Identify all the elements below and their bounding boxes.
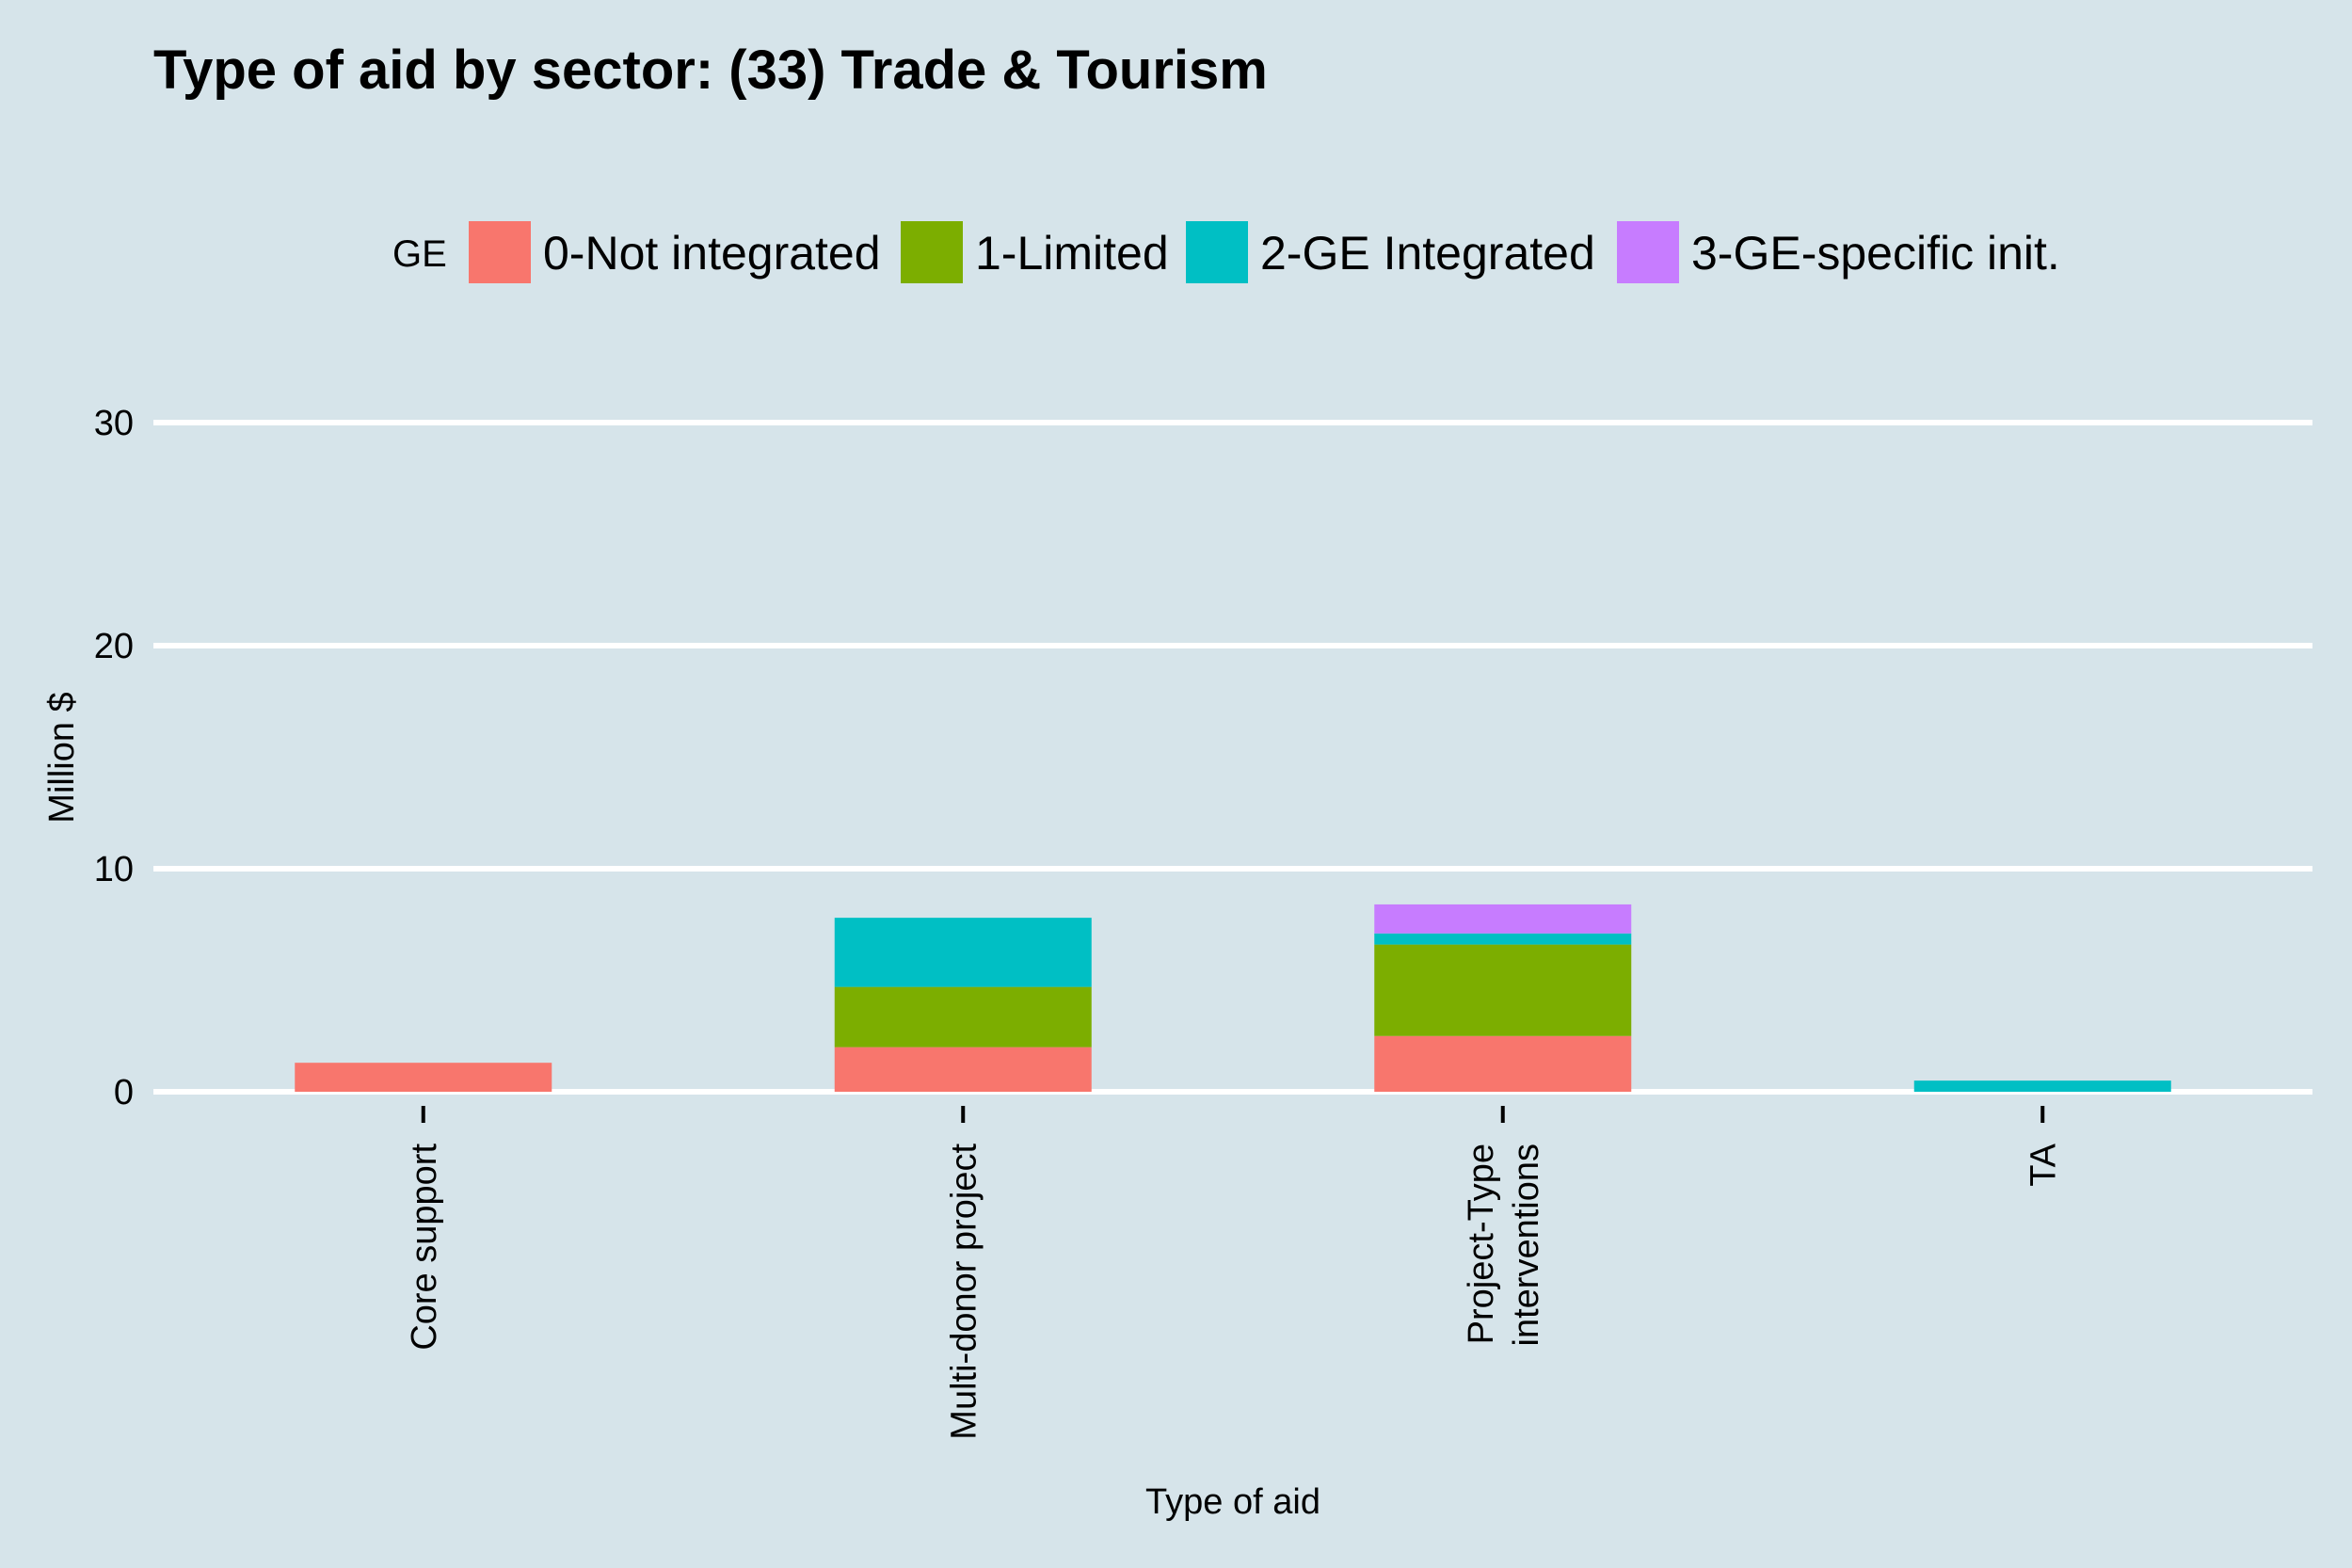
bar-segment xyxy=(1374,904,1632,934)
bar-segment xyxy=(834,986,1092,1048)
y-tick-label: 20 xyxy=(94,627,134,666)
x-tick-label: interventions xyxy=(1507,1144,1546,1346)
bars xyxy=(295,904,2171,1092)
chart-title: Type of aid by sector: (33) Trade & Tour… xyxy=(153,40,1268,101)
y-axis: 0 10 20 30 xyxy=(94,404,134,1112)
y-tick-label: 0 xyxy=(114,1073,134,1112)
y-axis-title: Million $ xyxy=(42,692,82,823)
legend-swatch xyxy=(1186,221,1248,283)
legend: GE 0-Not integrated 1-Limited 2-GE Integra… xyxy=(392,221,2060,283)
legend-swatch xyxy=(1617,221,1679,283)
bar-segment xyxy=(1913,1080,2171,1092)
bar-segment xyxy=(1374,933,1632,945)
bar-segment xyxy=(1374,944,1632,1036)
legend-swatch xyxy=(469,221,531,283)
legend-label: 0-Not integrated xyxy=(543,227,881,280)
y-tick-label: 30 xyxy=(94,404,134,443)
x-axis-title: Type of aid xyxy=(1145,1482,1320,1522)
legend-label: 3-GE-specific init. xyxy=(1691,227,2060,280)
legend-label: 1-Limited xyxy=(975,227,1169,280)
x-tick-label: Project-Type xyxy=(1462,1144,1501,1344)
bar-segment xyxy=(295,1063,552,1092)
x-tick-label: TA xyxy=(2024,1143,2063,1186)
bar-segment xyxy=(1374,1035,1632,1092)
x-tick-label: Multi-donor project xyxy=(944,1144,984,1440)
legend-label: 2-GE Integrated xyxy=(1260,227,1595,280)
legend-title: GE xyxy=(392,233,447,275)
bar-segment xyxy=(834,918,1092,987)
x-axis: Core support Multi-donor project Project-T… xyxy=(405,1106,2063,1440)
legend-swatch xyxy=(901,221,963,283)
gridlines xyxy=(153,420,2312,1095)
bar-segment xyxy=(834,1047,1092,1092)
y-tick-label: 10 xyxy=(94,850,134,889)
x-tick-label: Core support xyxy=(405,1144,444,1351)
